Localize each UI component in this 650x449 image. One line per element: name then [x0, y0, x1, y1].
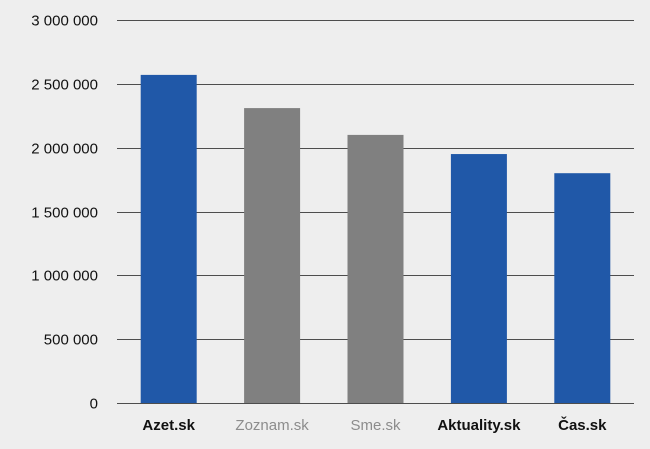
bar-3: [450, 154, 507, 403]
bar-4: [554, 173, 611, 403]
bars: [140, 74, 611, 403]
category-label: Aktuality.sk: [437, 417, 521, 434]
category-label: Azet.sk: [142, 417, 195, 434]
y-tick-label: 500 000: [44, 332, 98, 349]
y-tick-label: 3 000 000: [31, 13, 98, 30]
bar-0: [140, 74, 197, 403]
bar-2: [347, 134, 404, 403]
y-tick-label: 2 500 000: [31, 77, 98, 94]
category-label: Sme.sk: [350, 417, 401, 434]
y-tick-label: 2 000 000: [31, 141, 98, 158]
y-tick-label: 0: [90, 396, 98, 413]
category-label: Zoznam.sk: [235, 417, 309, 434]
bar-1: [244, 108, 301, 403]
y-axis-ticks: 0 500 000 1 000 000 1 500 000 2 000 000 2 500…: [31, 13, 98, 413]
y-tick-label: 1 000 000: [31, 268, 98, 285]
category-label: Čas.sk: [558, 416, 607, 434]
y-tick-label: 1 500 000: [31, 205, 98, 222]
x-axis-labels: Azet.sk Zoznam.sk Sme.sk Aktuality.sk Čas.sk: [142, 416, 607, 434]
